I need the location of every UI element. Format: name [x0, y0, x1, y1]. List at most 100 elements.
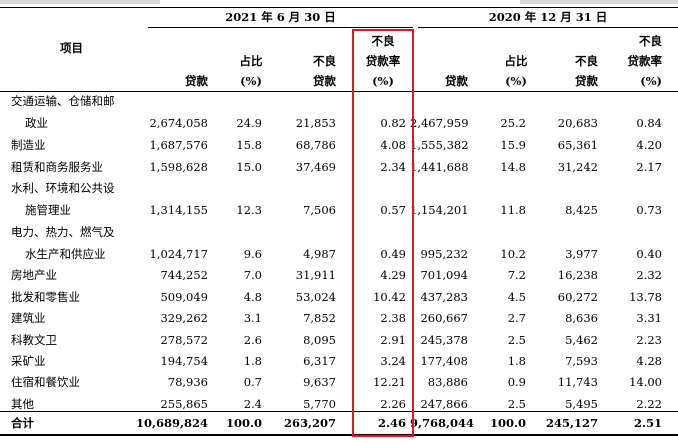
cell-current-loans: 255,865 — [160, 397, 208, 411]
col-share-current-2: (%) — [240, 74, 262, 88]
cell-current-share: 7.0 — [243, 268, 262, 282]
col-nplr-prior-2: 贷款率 — [627, 54, 663, 68]
col-loans-current: 贷款 — [185, 74, 208, 88]
total-prior-npl: 245,127 — [545, 416, 598, 430]
cell-prior-nplr: 2.22 — [636, 397, 662, 411]
total-prior-nplr: 2.51 — [633, 416, 662, 430]
row-label: 批发和零售业 — [11, 290, 80, 304]
top-strip — [0, 0, 160, 4]
cell-prior-loans: 247,866 — [420, 397, 468, 411]
cell-prior-share: 15.9 — [500, 138, 526, 152]
cell-prior-share: 0.9 — [507, 375, 526, 389]
cell-prior-nplr: 4.28 — [636, 354, 662, 368]
cell-prior-npl: 65,361 — [557, 138, 598, 152]
cell-current-share: 12.3 — [236, 203, 262, 217]
header-top-rule — [0, 7, 678, 8]
row-label: 电力、热力、燃气及 — [11, 225, 115, 239]
cell-prior-loans: 245,378 — [420, 333, 468, 347]
cell-current-share: 9.6 — [243, 247, 262, 261]
row-label: 科教文卫 — [11, 333, 57, 347]
cell-prior-share: 14.8 — [500, 160, 526, 174]
cell-prior-npl: 60,272 — [557, 290, 598, 304]
row-label: 其他 — [11, 397, 34, 411]
cell-current-loans: 1,598,628 — [149, 160, 208, 174]
total-current-loans: 10,689,824 — [135, 416, 208, 430]
period-underline-prior — [418, 27, 678, 28]
cell-current-npl: 4,987 — [303, 247, 336, 261]
cell-prior-nplr: 4.20 — [636, 138, 662, 152]
cell-current-npl: 31,911 — [295, 268, 336, 282]
cell-prior-npl: 3,977 — [565, 247, 598, 261]
cell-current-loans: 509,049 — [160, 290, 208, 304]
row-label: 租赁和商务服务业 — [11, 160, 103, 174]
row-label: 制造业 — [11, 138, 46, 152]
cell-current-nplr: 2.38 — [380, 311, 406, 325]
col-nplr-current-3: (%) — [372, 74, 394, 88]
cell-prior-share: 1.8 — [507, 354, 526, 368]
cell-prior-loans: 701,094 — [420, 268, 468, 282]
cell-current-npl: 68,786 — [295, 138, 336, 152]
cell-prior-npl: 16,238 — [557, 268, 598, 282]
col-nplr-current-2: 贷款率 — [365, 54, 401, 68]
row-label: 建筑业 — [11, 311, 46, 325]
period-prior: 2020 年 12 月 31 日 — [488, 10, 608, 24]
cell-current-npl: 7,506 — [303, 203, 336, 217]
cell-prior-share: 2.5 — [507, 397, 526, 411]
cell-current-nplr: 4.08 — [380, 138, 406, 152]
item-header: 项目 — [60, 41, 83, 55]
cell-prior-npl: 8,425 — [565, 203, 598, 217]
cell-current-loans: 1,024,717 — [149, 247, 208, 261]
total-bottom-rule — [0, 434, 678, 436]
cell-current-npl: 6,317 — [303, 354, 336, 368]
cell-prior-share: 7.2 — [507, 268, 526, 282]
cell-current-loans: 2,674,058 — [149, 116, 208, 130]
cell-current-loans: 78,936 — [167, 375, 208, 389]
cell-current-loans: 744,252 — [160, 268, 208, 282]
row-label: 住宿和餐饮业 — [11, 375, 80, 389]
cell-current-nplr: 0.57 — [380, 203, 406, 217]
cell-current-share: 1.8 — [243, 354, 262, 368]
cell-prior-loans: 1,555,382 — [410, 138, 469, 152]
cell-prior-loans: 1,154,201 — [410, 203, 469, 217]
cell-prior-share: 4.5 — [507, 290, 526, 304]
cell-prior-npl: 11,743 — [557, 375, 598, 389]
col-nplr-prior-3: (%) — [640, 74, 662, 88]
cell-current-share: 15.0 — [236, 160, 262, 174]
total-current-npl: 263,207 — [283, 416, 336, 430]
row-label: 水利、环境和公共设 — [11, 181, 115, 195]
cell-current-share: 15.8 — [236, 138, 262, 152]
row-label: 采矿业 — [11, 354, 46, 368]
cell-prior-npl: 5,462 — [565, 333, 598, 347]
cell-prior-share: 25.2 — [500, 116, 526, 130]
cell-current-npl: 37,469 — [295, 160, 336, 174]
cell-current-share: 0.7 — [243, 375, 262, 389]
cell-prior-share: 2.7 — [507, 311, 526, 325]
cell-prior-nplr: 2.32 — [636, 268, 662, 282]
total-top-rule — [0, 411, 678, 412]
cell-prior-npl: 7,593 — [565, 354, 598, 368]
total-prior-share: 100.0 — [489, 416, 526, 430]
cell-prior-nplr: 0.84 — [636, 116, 662, 130]
row-label: 交通运输、仓储和邮 — [11, 94, 115, 108]
total-label: 合计 — [11, 416, 34, 430]
nplr-highlight-box — [352, 29, 414, 437]
cell-prior-npl: 8,636 — [565, 311, 598, 325]
period-underline-current — [148, 27, 413, 28]
cell-prior-loans: 177,408 — [420, 354, 468, 368]
top-strip — [520, 0, 678, 4]
total-prior-loans: 9,768,044 — [410, 416, 475, 430]
row-label: 水生产和供应业 — [25, 247, 106, 261]
cell-current-nplr: 12.21 — [373, 375, 406, 389]
col-npl-current-1: 不良 — [313, 54, 336, 68]
cell-current-loans: 1,314,155 — [149, 203, 208, 217]
cell-prior-npl: 20,683 — [557, 116, 598, 130]
cell-current-loans: 194,754 — [160, 354, 208, 368]
col-npl-prior-2: 贷款 — [575, 74, 598, 88]
cell-current-nplr: 2.34 — [380, 160, 406, 174]
total-current-nplr: 2.46 — [377, 416, 406, 430]
row-label: 房地产业 — [11, 268, 57, 282]
cell-prior-loans: 995,232 — [420, 247, 468, 261]
cell-current-nplr: 2.26 — [380, 397, 406, 411]
cell-current-loans: 278,572 — [160, 333, 208, 347]
